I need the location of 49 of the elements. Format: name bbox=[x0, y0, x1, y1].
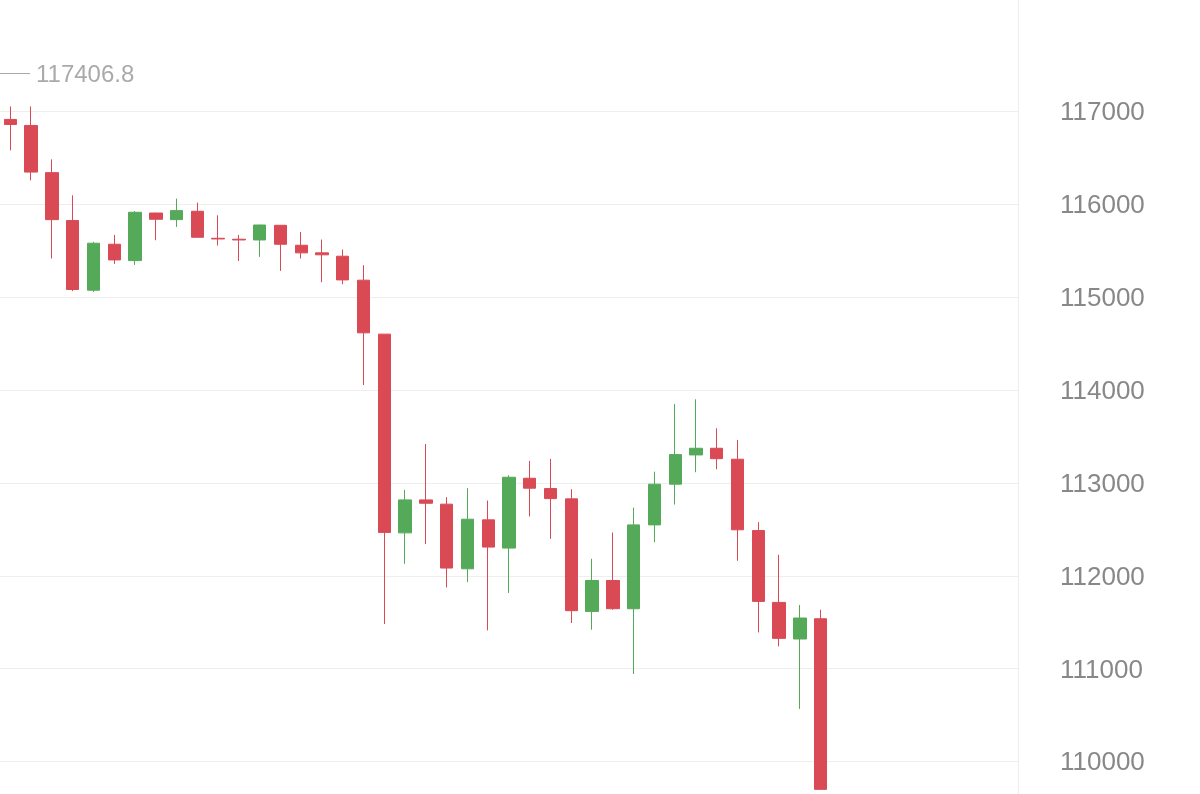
candlestick bbox=[772, 554, 786, 647]
y-tick-label: 116000 bbox=[1060, 189, 1145, 220]
candlestick bbox=[585, 558, 599, 631]
candlestick bbox=[669, 403, 682, 506]
candlestick bbox=[170, 198, 183, 228]
candlestick bbox=[149, 212, 163, 241]
candlestick bbox=[128, 210, 142, 266]
candlestick bbox=[274, 224, 287, 272]
candlestick bbox=[544, 458, 557, 540]
candlestick bbox=[66, 194, 79, 292]
candlestick bbox=[502, 474, 516, 594]
candlestick bbox=[710, 427, 723, 470]
candlestick bbox=[191, 202, 204, 238]
y-tick-label: 112000 bbox=[1060, 560, 1145, 591]
y-tick-label: 111000 bbox=[1060, 653, 1143, 684]
candlestick bbox=[752, 521, 765, 633]
candlestick bbox=[482, 500, 495, 631]
candlestick bbox=[565, 488, 578, 624]
candlestick bbox=[814, 609, 827, 790]
candlestick bbox=[440, 496, 453, 588]
y-tick-label: 113000 bbox=[1060, 467, 1145, 498]
candlestick bbox=[108, 234, 121, 265]
candlestick bbox=[357, 264, 370, 386]
candlestick bbox=[232, 234, 246, 262]
y-tick-label: 110000 bbox=[1060, 746, 1145, 777]
candlestick bbox=[606, 531, 620, 611]
candlestick bbox=[689, 398, 703, 473]
candlestick bbox=[419, 443, 433, 545]
candlestick bbox=[648, 471, 661, 543]
candlestick bbox=[87, 241, 100, 293]
candlestick bbox=[315, 239, 329, 283]
candlestick bbox=[461, 487, 474, 583]
candlestick bbox=[336, 249, 349, 285]
y-tick-label: 117000 bbox=[1060, 96, 1145, 127]
candlestick bbox=[398, 489, 412, 565]
y-tick-label: 114000 bbox=[1060, 375, 1145, 406]
candlestick bbox=[523, 460, 536, 518]
candlestick bbox=[45, 158, 59, 260]
candlestick bbox=[4, 105, 17, 151]
candlestick bbox=[731, 439, 744, 562]
candlestick bbox=[211, 214, 225, 247]
candlestick bbox=[378, 333, 391, 625]
candlestick bbox=[627, 507, 640, 675]
candlestick bbox=[24, 105, 38, 181]
candlestick bbox=[253, 224, 266, 258]
candlestick bbox=[295, 231, 308, 260]
candlestick bbox=[793, 604, 807, 710]
ref-line-label: 117406.8 bbox=[36, 60, 135, 88]
y-tick-label: 115000 bbox=[1060, 282, 1145, 313]
